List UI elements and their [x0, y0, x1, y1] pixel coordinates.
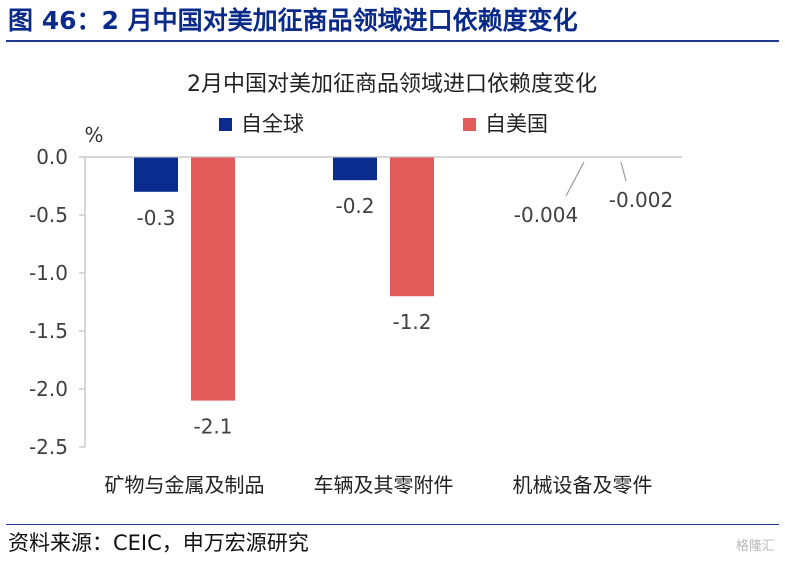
data-label: -0.3: [136, 206, 175, 230]
y-tick-label: -2.0: [29, 377, 68, 401]
title-rule: [6, 40, 779, 42]
y-tick-label: -2.5: [29, 435, 68, 459]
leader-line: [620, 161, 627, 182]
y-tick-label: 0.0: [36, 145, 68, 169]
figure-title: 图 46：2 月中国对美加征商品领域进口依赖度变化: [8, 6, 578, 35]
legend-swatch: [463, 118, 476, 131]
y-axis-unit: %: [84, 123, 103, 147]
bar-global: [134, 157, 178, 192]
bar-us: [191, 157, 235, 401]
y-tick-label: -1.5: [29, 319, 68, 343]
leader-line: [565, 161, 585, 197]
bars: [134, 157, 633, 401]
y-tick-label: -0.5: [29, 203, 68, 227]
legend-label: 自全球: [241, 112, 304, 136]
data-label: -1.2: [392, 310, 431, 334]
bar-global: [333, 157, 377, 181]
legend: 自全球 自美国: [219, 112, 548, 136]
chart-title: 2月中国对美加征商品领域进口依赖度变化: [187, 72, 597, 97]
data-label: -0.002: [609, 188, 673, 212]
data-labels: -0.3 -0.2 -0.004 -2.1 -1.2 -0.002: [136, 161, 673, 439]
bottom-rule: [6, 524, 779, 525]
legend-swatch: [219, 118, 232, 131]
category-label: 车辆及其零附件: [314, 473, 454, 497]
data-label: -2.1: [193, 415, 232, 439]
source-note: 资料来源：CEIC，申万宏源研究: [8, 531, 309, 555]
x-axis: 矿物与金属及制品 车辆及其零附件 机械设备及零件: [85, 156, 682, 497]
legend-label: 自美国: [485, 112, 548, 136]
data-label: -0.2: [335, 194, 374, 218]
bar-us: [390, 157, 434, 297]
category-label: 矿物与金属及制品: [105, 473, 265, 497]
y-axis: 0.0 -0.5 -1.0 -1.5 -2.0 -2.5: [29, 145, 86, 459]
category-label: 机械设备及零件: [513, 473, 653, 497]
watermark: 格隆汇: [735, 539, 775, 554]
y-tick-label: -1.0: [29, 261, 68, 285]
data-label: -0.004: [514, 203, 578, 227]
